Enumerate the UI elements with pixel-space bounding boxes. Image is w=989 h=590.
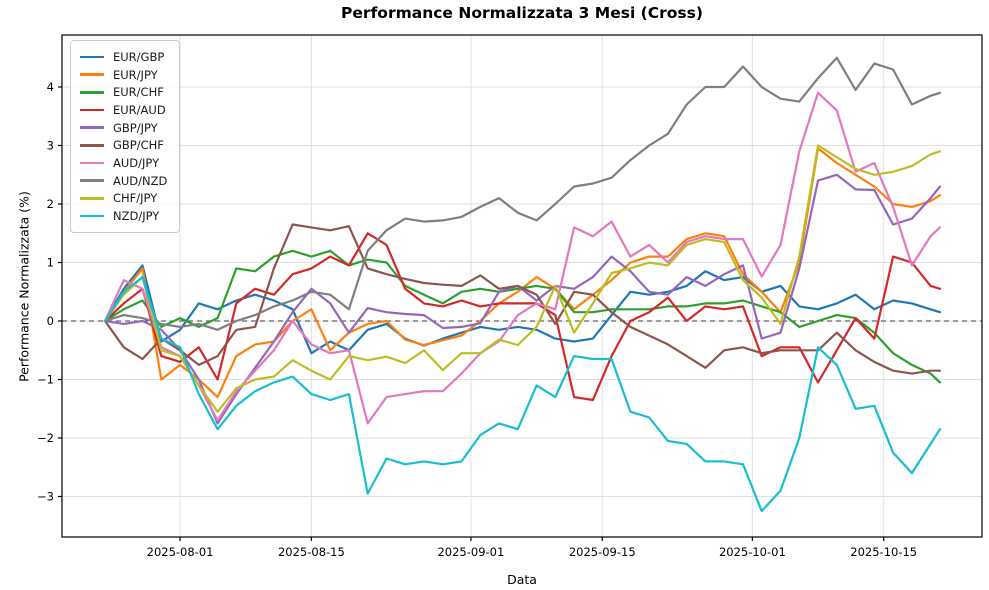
legend-item-GBP-JPY: GBP/JPY	[80, 119, 167, 137]
y-tick-label: −2	[37, 431, 54, 445]
series-line-EUR-GBP	[103, 264, 942, 355]
series-line-GBP-CHF	[103, 223, 942, 375]
y-axis-label: Performance Normalizzata (%)	[16, 191, 32, 382]
y-tick-label: 1	[47, 256, 54, 270]
x-tick-label: 2025-09-15	[569, 545, 636, 559]
series-line-NZD-JPY	[103, 276, 942, 513]
series-line-GBP-JPY	[103, 173, 942, 425]
legend-item-GBP-CHF: GBP/CHF	[80, 136, 167, 154]
plot-frame	[61, 34, 983, 538]
x-tick-label: 2025-08-15	[278, 545, 345, 559]
legend-label: GBP/JPY	[113, 120, 158, 135]
legend-swatch	[80, 161, 104, 165]
legend-swatch	[80, 143, 104, 147]
legend-label: GBP/CHF	[113, 138, 164, 153]
x-tick-label: 2025-09-01	[437, 545, 504, 559]
chart-title: Performance Normalizzata 3 Mesi (Cross)	[341, 4, 703, 22]
legend-swatch	[80, 55, 104, 59]
legend-item-EUR-AUD: EUR/AUD	[80, 101, 167, 119]
legend-swatch	[80, 179, 104, 182]
legend-label: EUR/GBP	[113, 49, 165, 64]
legend-item-AUD-NZD: AUD/NZD	[80, 172, 167, 190]
legend-item-EUR-GBP: EUR/GBP	[80, 48, 167, 66]
series-line-AUD-NZD	[103, 56, 942, 331]
y-tick-label: 2	[47, 197, 54, 211]
series-line-EUR-CHF	[103, 249, 942, 384]
legend-swatch	[80, 126, 104, 129]
legend-item-CHF-JPY: CHF/JPY	[80, 190, 167, 208]
y-tick-label: 4	[47, 80, 54, 94]
legend-label: EUR/AUD	[113, 102, 166, 117]
legend-item-EUR-CHF: EUR/CHF	[80, 83, 167, 101]
legend-label: EUR/CHF	[113, 85, 164, 100]
legend: EUR/GBP EUR/JPY EUR/CHF EUR/AUD GBP/JPY GBP/C…	[70, 40, 181, 233]
legend-swatch	[80, 73, 104, 76]
y-tick-label: −1	[37, 373, 54, 387]
legend-item-AUD-JPY: AUD/JPY	[80, 154, 167, 172]
x-tick-label: 2025-08-01	[147, 545, 214, 559]
x-tick-label: 2025-10-01	[719, 545, 786, 559]
legend-label: EUR/JPY	[113, 67, 158, 82]
legend-swatch	[80, 108, 104, 112]
legend-swatch	[80, 214, 104, 218]
legend-item-NZD-JPY: NZD/JPY	[80, 207, 167, 225]
legend-label: AUD/NZD	[113, 173, 168, 188]
series-line-EUR-AUD	[103, 232, 942, 402]
legend-swatch	[80, 90, 104, 94]
y-tick-label: 3	[47, 139, 54, 153]
legend-label: NZD/JPY	[113, 209, 160, 224]
legend-label: AUD/JPY	[113, 155, 160, 170]
series-line-AUD-JPY	[103, 91, 942, 425]
legend-swatch	[80, 197, 104, 200]
x-tick-label: 2025-10-15	[850, 545, 917, 559]
series-line-CHF-JPY	[103, 144, 942, 413]
x-axis-label: Data	[507, 572, 537, 587]
legend-item-EUR-JPY: EUR/JPY	[80, 66, 167, 84]
y-tick-label: −3	[37, 490, 54, 504]
legend-label: CHF/JPY	[113, 191, 158, 206]
y-tick-label: 0	[47, 314, 54, 328]
